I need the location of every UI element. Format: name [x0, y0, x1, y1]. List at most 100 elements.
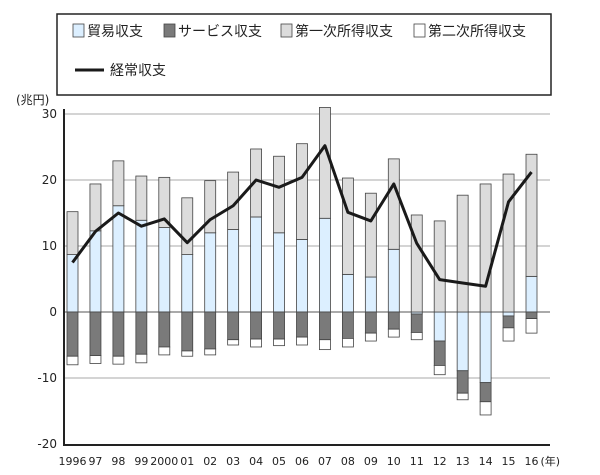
- x-tick-label: 15: [502, 455, 516, 468]
- bar-segment: [181, 254, 194, 313]
- bar-segment: [319, 339, 331, 351]
- bar-segment: [456, 194, 469, 313]
- bar-segment: [502, 173, 515, 313]
- bar-segment: [227, 229, 240, 313]
- bar-segment: [525, 153, 538, 277]
- bar-segment: [410, 313, 423, 333]
- bar-segment: [433, 311, 446, 342]
- legend-label: 貿易収支: [87, 24, 143, 40]
- bar-segment: [502, 315, 515, 329]
- bar-segment: [525, 275, 538, 313]
- x-tick-label: 14: [479, 455, 493, 468]
- bar-segment: [250, 338, 263, 348]
- bar-segment: [410, 332, 423, 341]
- legend-label: 経常収支: [110, 63, 166, 79]
- bar-segment: [364, 276, 377, 313]
- x-tick-label: 16: [525, 455, 539, 468]
- x-tick-label: 01: [180, 455, 194, 468]
- bar-segment: [89, 311, 102, 356]
- bar-segment: [89, 183, 102, 232]
- bar-segment: [273, 338, 285, 347]
- bar-segment: [387, 158, 400, 250]
- x-tick-label: 04: [249, 455, 263, 468]
- bar-segment: [387, 328, 400, 338]
- bar-segment: [66, 311, 79, 357]
- bar-segment: [433, 340, 446, 366]
- bar-segment: [433, 365, 446, 376]
- bar-segment: [319, 311, 331, 341]
- bar-segment: [387, 311, 400, 330]
- bar-segment: [135, 311, 148, 355]
- bar-segment: [364, 311, 377, 334]
- legend-label: 第一次所得収支: [295, 23, 393, 40]
- bar-segment: [273, 232, 285, 313]
- y-tick-label: 30: [42, 107, 57, 121]
- bar-segment: [158, 176, 171, 228]
- bar-segment: [341, 311, 354, 339]
- bar-segment: [227, 311, 240, 341]
- bar-segment: [296, 143, 308, 240]
- x-tick-label: 02: [203, 455, 217, 468]
- bar-segment: [296, 311, 308, 338]
- line-current-account: [71, 144, 533, 288]
- bar-segment: [112, 311, 125, 357]
- x-tick-label: 05: [272, 455, 286, 468]
- bar-segment: [135, 353, 148, 364]
- bar-segment: [456, 370, 469, 394]
- bar-segment: [250, 311, 263, 340]
- bar-segment: [89, 355, 102, 364]
- x-tick-label: 97: [88, 455, 102, 468]
- bar-segment: [479, 401, 492, 416]
- bar-segment: [296, 238, 308, 313]
- bar-segment: [456, 311, 469, 372]
- y-tick-label: -10: [37, 371, 57, 385]
- bar-segment: [181, 197, 194, 255]
- bar-segment: [525, 311, 538, 319]
- bar-segment: [250, 216, 263, 313]
- bar-segment: [319, 107, 331, 219]
- x-tick-label: 12: [433, 455, 447, 468]
- legend-swatch: [163, 23, 176, 38]
- x-tick-label: 03: [226, 455, 240, 468]
- legend-label: サービス収支: [178, 24, 262, 40]
- bar-segment: [135, 219, 148, 313]
- bar-segment: [181, 350, 194, 357]
- bar-segment: [204, 311, 217, 350]
- bar-segment: [181, 311, 194, 352]
- bar-segment: [66, 355, 79, 366]
- x-tick-label: 10: [387, 455, 401, 468]
- legend-swatch: [72, 23, 85, 38]
- bar-segment: [364, 332, 377, 342]
- legend-box: [56, 13, 552, 96]
- x-tick-label: 07: [318, 455, 332, 468]
- bar-segment: [273, 311, 285, 340]
- bar-segment: [158, 346, 171, 356]
- bar-segment: [112, 205, 125, 313]
- y-tick-label: 20: [42, 173, 57, 187]
- bar-segment: [66, 211, 79, 255]
- bar-segment: [89, 230, 102, 313]
- bar-segment: [319, 217, 331, 313]
- bar-segment: [364, 192, 377, 278]
- x-tick-label: 99: [134, 455, 148, 468]
- bar-segment: [227, 339, 240, 346]
- bar-segment: [204, 348, 217, 356]
- bar-segment: [502, 327, 515, 342]
- bar-segment: [479, 311, 492, 384]
- bar-segment: [341, 177, 354, 275]
- bar-segment: [296, 336, 308, 346]
- bar-segment: [112, 355, 125, 365]
- bar-segment: [158, 311, 171, 348]
- bar-segment: [456, 392, 469, 401]
- x-tick-label: 06: [295, 455, 309, 468]
- x-unit-label: (年): [541, 454, 561, 468]
- bar-segment: [66, 254, 79, 313]
- x-tick-label: 09: [364, 455, 378, 468]
- bar-segment: [112, 160, 125, 207]
- bar-segment: [135, 175, 148, 221]
- y-tick-label: 0: [49, 305, 57, 319]
- bar-segment: [204, 232, 217, 313]
- bar-segment: [433, 220, 446, 313]
